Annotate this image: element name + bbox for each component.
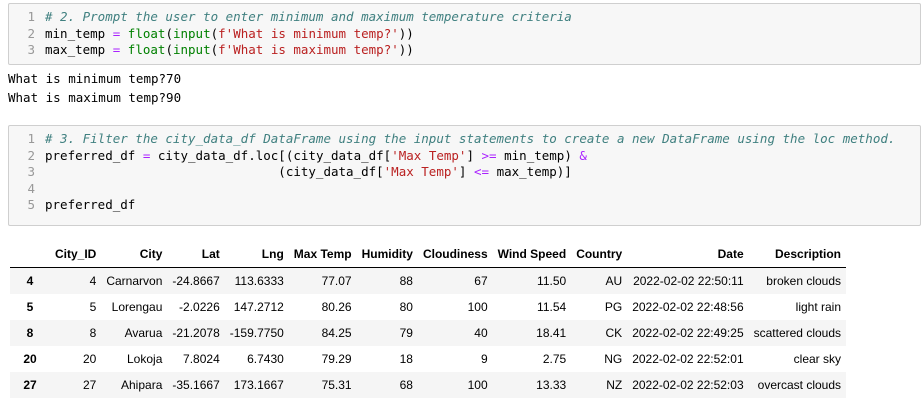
line-number: 2 xyxy=(27,25,35,41)
code-line: # 2. Prompt the user to enter minimum an… xyxy=(45,9,572,24)
column-header: Date xyxy=(717,247,744,261)
code-line: max_temp = float(input(f'What is maximum… xyxy=(45,42,414,57)
table-cell: 11.50 xyxy=(537,274,567,288)
table-cell: Avarua xyxy=(124,326,163,340)
table-cell: Carnarvon xyxy=(106,274,163,288)
table-cell: 27 xyxy=(82,378,97,392)
table-cell: Lorengau xyxy=(111,300,163,314)
code-line: preferred_df xyxy=(45,197,136,212)
table-cell: overcast clouds xyxy=(757,378,842,392)
table-cell: -21.2078 xyxy=(172,326,220,340)
code-cell: 1 # 2. Prompt the user to enter minimum a… xyxy=(8,3,921,65)
table-cell: 84.25 xyxy=(321,326,352,340)
table-cell: 2022-02-02 22:52:01 xyxy=(632,352,744,366)
table-cell: 2022-02-02 22:49:25 xyxy=(632,326,744,340)
code-cell: 1 # 3. Filter the city_data_df DataFrame … xyxy=(8,125,921,226)
row-index: 8 xyxy=(26,326,34,340)
line-number: 5 xyxy=(27,197,35,212)
column-header: Lng xyxy=(261,247,284,261)
table-cell: 2022-02-02 22:48:56 xyxy=(632,300,744,314)
table-cell: 100 xyxy=(467,378,488,392)
table-cell: 20 xyxy=(82,352,97,366)
table-row: 4 4 Carnarvon -24.8667 113.6333 77.07 88 67 11.5… xyxy=(10,267,847,294)
column-header: City xyxy=(139,247,163,261)
column-header: Country xyxy=(576,247,623,261)
table-row: 8 8 Avarua -21.2078 -159.7750 84.25 79 40 18.41 C… xyxy=(10,320,847,346)
table-cell: 9 xyxy=(480,352,488,366)
table-cell: AU xyxy=(605,274,623,288)
table-cell: 18.41 xyxy=(536,326,567,340)
table-cell: 80 xyxy=(399,300,413,314)
table-cell: 100 xyxy=(467,300,488,314)
table-cell: 11.54 xyxy=(537,300,567,314)
table-cell: 2022-02-02 22:52:03 xyxy=(632,378,744,392)
output-line: What is minimum temp?70 xyxy=(8,71,182,86)
table-cell: clear sky xyxy=(793,352,842,366)
table-cell: -2.0226 xyxy=(179,300,220,314)
table-cell: 2.75 xyxy=(542,352,567,366)
line-number: 1 xyxy=(27,131,35,146)
column-header: Lat xyxy=(201,247,220,261)
table-cell: 13.33 xyxy=(536,378,567,392)
line-number: 3 xyxy=(27,42,35,57)
table-cell: 80.26 xyxy=(321,300,352,314)
column-header: Humidity xyxy=(361,247,413,261)
table-cell: 8 xyxy=(89,326,97,340)
line-number: 2 xyxy=(27,147,35,163)
table-cell: NG xyxy=(604,352,623,366)
table-cell: 77.07 xyxy=(321,274,352,288)
row-index: 27 xyxy=(23,378,37,392)
table-cell: 173.1667 xyxy=(233,378,284,392)
table-cell: PG xyxy=(604,300,623,314)
table-cell: 75.31 xyxy=(321,378,352,392)
table-cell: 2022-02-02 22:50:11 xyxy=(633,274,744,288)
table-cell: scattered clouds xyxy=(753,326,842,340)
column-header: City_ID xyxy=(55,247,97,261)
table-cell: 68 xyxy=(399,378,413,392)
table-cell: 5 xyxy=(89,300,97,314)
table-cell: Lokoja xyxy=(127,352,163,366)
table-row: 20 20 Lokoja 7.8024 6.7430 79.29 18 9 2.75 NG 2022… xyxy=(10,346,846,372)
table-cell: 147.2712 xyxy=(233,300,284,314)
table-cell: 6.7430 xyxy=(247,352,284,366)
table-cell: light rain xyxy=(795,300,842,314)
table-cell: 40 xyxy=(474,326,488,340)
table-row: 5 5 Lorengau -2.0226 147.2712 80.26 80 100 11.54… xyxy=(10,294,846,320)
row-index: 4 xyxy=(26,274,34,288)
row-index: 5 xyxy=(26,300,34,314)
row-index: 20 xyxy=(23,352,37,366)
code-line: min_temp = float(input(f'What is minimum… xyxy=(45,25,414,41)
code-line: preferred_df = city_data_df.loc[(city_da… xyxy=(45,147,587,163)
code-line: # 3. Filter the city_data_df DataFrame u… xyxy=(45,131,896,146)
table-cell: 79 xyxy=(399,326,413,340)
table-cell: CK xyxy=(605,326,623,340)
table-cell: 79.29 xyxy=(321,352,352,366)
table-cell: 113.6333 xyxy=(234,274,284,288)
table-row: 27 27 Ahipara -35.1667 173.1667 75.31 68 100 13.… xyxy=(10,372,847,398)
column-header: Cloudiness xyxy=(422,247,488,261)
table-cell: -35.1667 xyxy=(172,378,220,392)
dataframe: City_ID City Lat Lng Max Temp Humidity Cloudin… xyxy=(10,241,847,398)
table-cell: NZ xyxy=(606,378,623,392)
table-cell: 7.8024 xyxy=(183,352,220,366)
line-number: 1 xyxy=(27,9,35,24)
table-cell: 67 xyxy=(474,274,488,288)
table-cell: -24.8667 xyxy=(172,274,220,288)
column-header: Wind Speed xyxy=(497,247,567,261)
column-header: Max Temp xyxy=(293,247,352,261)
table-cell: -159.7750 xyxy=(229,326,284,340)
table-cell: 18 xyxy=(399,352,413,366)
column-header: Description xyxy=(775,247,842,261)
table-cell: Ahipara xyxy=(121,378,163,392)
line-number: 4 xyxy=(27,180,35,196)
table-cell: 4 xyxy=(89,274,97,288)
code-line: (city_data_df['Max Temp'] <= max_temp)] xyxy=(45,164,572,179)
line-number: 3 xyxy=(27,164,35,179)
output-line: What is maximum temp?90 xyxy=(8,90,182,105)
table-cell: 88 xyxy=(399,274,413,288)
table-cell: broken clouds xyxy=(766,274,842,288)
